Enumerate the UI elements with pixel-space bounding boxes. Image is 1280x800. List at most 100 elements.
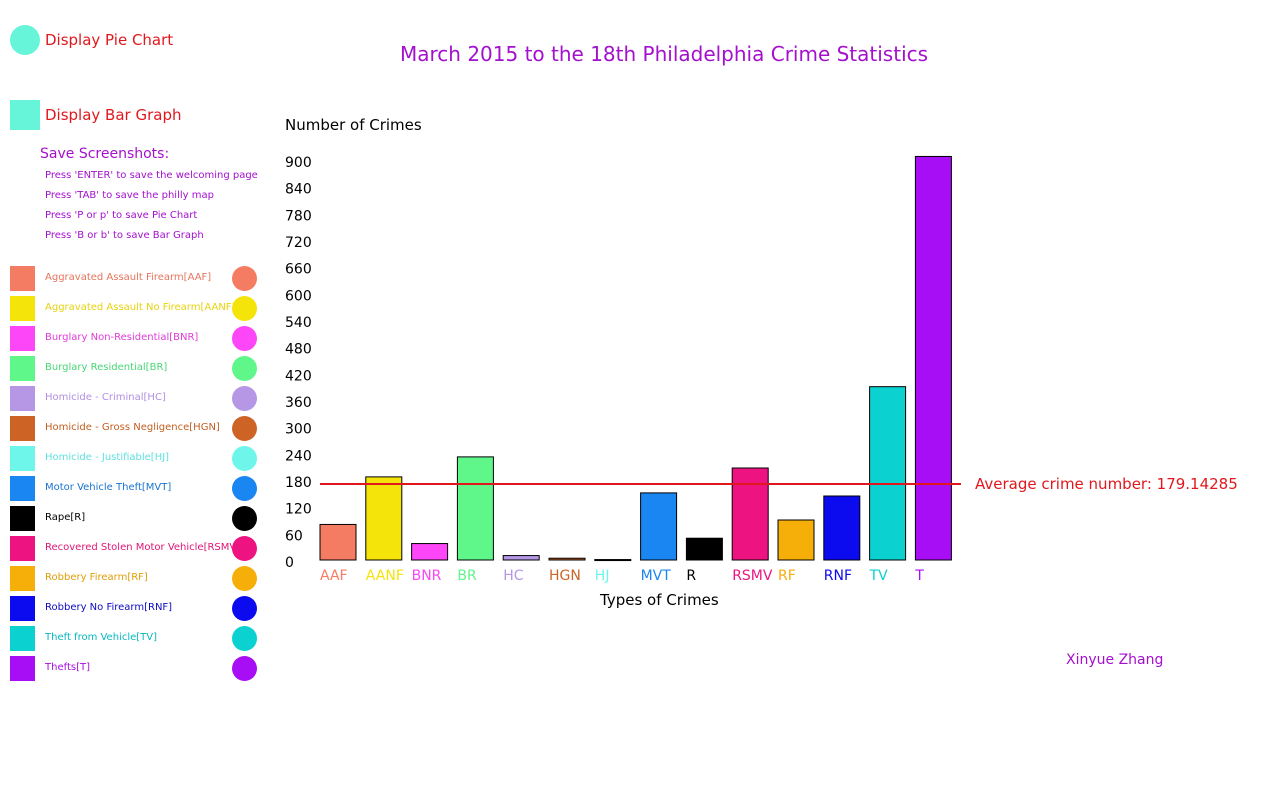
legend-dot-hc	[232, 386, 257, 411]
bar-bnr	[411, 543, 449, 561]
legend-label-rnf: Robbery No Firearm[RNF]	[45, 602, 173, 613]
legend-label-bnr: Burglary Non-Residential[BNR]	[45, 332, 199, 343]
legend-swatch-hc	[10, 386, 35, 411]
x-tick-label-bnr: BNR	[412, 568, 442, 584]
legend-label-br: Burglary Residential[BR]	[45, 362, 168, 373]
legend-label-hc: Homicide - Criminal[HC]	[45, 392, 166, 403]
legend-dot-rnf	[232, 596, 257, 621]
legend-label-mvt: Motor Vehicle Theft[MVT]	[45, 482, 172, 493]
legend-dot-hgn	[232, 416, 257, 441]
legend-label-aanf: Aggravated Assault No Firearm[AANF]	[45, 302, 236, 313]
y-tick-label: 600	[285, 288, 312, 304]
bar-graph-button-icon[interactable]	[10, 100, 40, 130]
y-tick-label: 60	[285, 528, 303, 544]
author-name: Xinyue Zhang	[1066, 652, 1164, 668]
bar-mvt	[640, 492, 678, 561]
chart-title: March 2015 to the 18th Philadelphia Crim…	[400, 42, 929, 66]
x-tick-label-hj: HJ	[595, 568, 610, 584]
pie-chart-button-icon[interactable]	[10, 25, 40, 55]
legend-dot-rf	[232, 566, 257, 591]
x-tick-label-rnf: RNF	[824, 568, 852, 584]
legend-swatch-r	[10, 506, 35, 531]
y-tick-label: 360	[285, 395, 312, 411]
x-tick-label-rsmv: RSMV	[732, 568, 773, 584]
y-tick-label: 480	[285, 342, 312, 358]
legend-dot-hj	[232, 446, 257, 471]
x-tick-label-tv: TV	[869, 568, 889, 584]
bar-hj	[594, 559, 632, 562]
screenshots-title: Save Screenshots:	[40, 146, 170, 162]
legend-dot-tv	[232, 626, 257, 651]
bar-br	[456, 456, 494, 561]
legend-dot-r	[232, 506, 257, 531]
x-tick-label-rf: RF	[778, 568, 796, 584]
y-tick-label: 420	[285, 368, 312, 384]
legend-swatch-bnr	[10, 326, 35, 351]
y-tick-label: 780	[285, 208, 312, 224]
y-tick-label: 900	[285, 155, 312, 171]
legend-label-hgn: Homicide - Gross Negligence[HGN]	[45, 422, 220, 433]
legend-label-rf: Robbery Firearm[RF]	[45, 572, 148, 583]
average-label: Average crime number: 179.14285	[975, 475, 1238, 493]
x-tick-label-t: T	[914, 568, 924, 584]
x-tick-label-br: BR	[457, 568, 477, 584]
y-tick-label: 120	[285, 502, 312, 518]
legend-swatch-mvt	[10, 476, 35, 501]
x-tick-label-hgn: HGN	[549, 568, 581, 584]
legend-label-hj: Homicide - Justifiable[HJ]	[45, 452, 170, 463]
y-tick-label: 0	[285, 555, 294, 571]
bar-rsmv	[731, 467, 769, 561]
y-tick-label: 540	[285, 315, 312, 331]
bar-hc	[502, 555, 540, 561]
legend-dot-aanf	[232, 296, 257, 321]
bar-rf	[777, 519, 815, 561]
legend-swatch-tv	[10, 626, 35, 651]
legend-swatch-br	[10, 356, 35, 381]
x-tick-label-mvt: MVT	[641, 568, 672, 584]
legend-swatch-rsmv	[10, 536, 35, 561]
legend-dot-bnr	[232, 326, 257, 351]
legend-swatch-rf	[10, 566, 35, 591]
bar-graph-button-label[interactable]: Display Bar Graph	[45, 106, 182, 124]
legend-label-tv: Theft from Vehicle[TV]	[45, 632, 158, 643]
screenshot-hint-bar: Press 'B or b' to save Bar Graph	[45, 230, 204, 241]
y-tick-label: 720	[285, 235, 312, 251]
screenshot-hint-tab: Press 'TAB' to save the philly map	[45, 190, 214, 201]
bar-t	[914, 155, 952, 561]
screenshot-hint-pie: Press 'P or p' to save Pie Chart	[45, 210, 198, 221]
y-tick-label: 300	[285, 422, 312, 438]
legend-label-rsmv: Recovered Stolen Motor Vehicle[RSMV]	[45, 542, 241, 553]
y-axis-title: Number of Crimes	[285, 116, 422, 134]
legend-dot-rsmv	[232, 536, 257, 561]
x-tick-label-aanf: AANF	[366, 568, 404, 584]
bar-tv	[869, 386, 907, 561]
legend-label-aaf: Aggravated Assault Firearm[AAF]	[45, 272, 212, 283]
y-tick-label: 240	[285, 448, 312, 464]
legend-dot-t	[232, 656, 257, 681]
bar-rnf	[823, 495, 861, 561]
bar-aaf	[319, 523, 357, 561]
legend-swatch-aanf	[10, 296, 35, 321]
legend-dot-mvt	[232, 476, 257, 501]
legend-swatch-hj	[10, 446, 35, 471]
bar-aanf	[365, 476, 403, 561]
screenshot-hint-enter: Press 'ENTER' to save the welcoming page	[45, 170, 258, 181]
x-tick-label-r: R	[686, 568, 696, 584]
pie-chart-button-label[interactable]: Display Pie Chart	[45, 31, 174, 49]
y-tick-label: 180	[285, 475, 312, 491]
legend-label-t: Thefts[T]	[45, 662, 90, 673]
y-tick-label: 660	[285, 262, 312, 278]
legend-dot-br	[232, 356, 257, 381]
legend-swatch-t	[10, 656, 35, 681]
y-tick-label: 840	[285, 182, 312, 198]
bar-r	[685, 537, 723, 561]
x-axis-title: Types of Crimes	[599, 591, 719, 609]
legend-swatch-rnf	[10, 596, 35, 621]
legend-swatch-hgn	[10, 416, 35, 441]
legend-dot-aaf	[232, 266, 257, 291]
bar-hgn	[548, 557, 586, 561]
legend-swatch-aaf	[10, 266, 35, 291]
x-tick-label-hc: HC	[503, 568, 524, 584]
x-tick-label-aaf: AAF	[320, 568, 348, 584]
